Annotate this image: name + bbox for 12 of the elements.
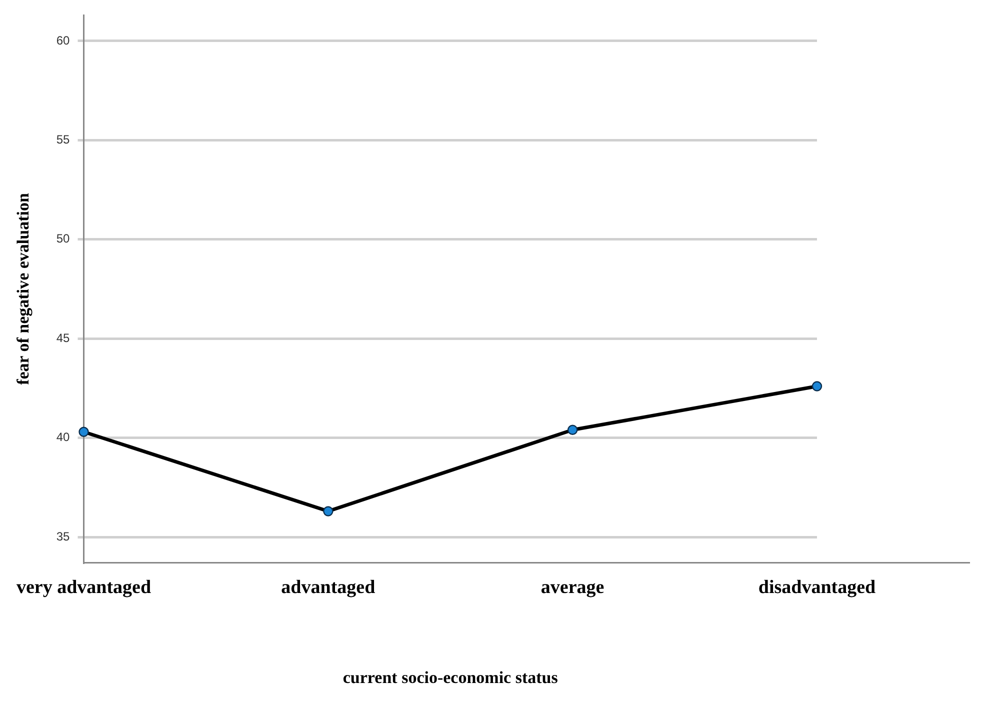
x-tick-label: very advantaged — [16, 577, 152, 598]
y-tick-label: 45 — [56, 330, 70, 345]
y-tick-label: 60 — [56, 33, 70, 48]
x-tick-label: disadvantaged — [758, 577, 876, 598]
y-tick-label: 40 — [56, 430, 70, 444]
y-tick-label: 50 — [56, 232, 70, 246]
y-tick-label: 35 — [56, 529, 70, 544]
y-tick-label: 55 — [56, 132, 70, 147]
y-axis-title: fear of negative evaluation — [14, 192, 33, 385]
x-tick-label: average — [540, 577, 604, 598]
x-tick-label: advantaged — [281, 577, 376, 598]
x-axis-title: current socio-economic status — [342, 668, 558, 688]
